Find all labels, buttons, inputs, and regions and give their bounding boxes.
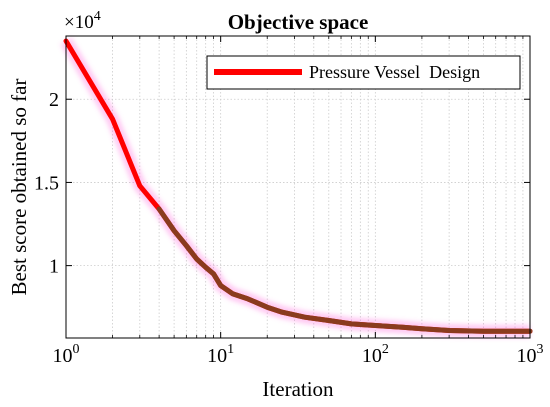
legend-label: Pressure Vessel Design xyxy=(309,62,480,82)
plot-frame xyxy=(65,35,531,339)
x-tick-label: 100 xyxy=(53,342,80,367)
x-tick-label: 101 xyxy=(207,342,234,367)
y-multiplier-exponent: 4 xyxy=(94,9,101,24)
series-lines xyxy=(63,38,533,334)
y-axis-label: Best score obtained so far xyxy=(7,79,31,296)
y-tick-label: 1.5 xyxy=(34,172,59,194)
y-tick-label: 2 xyxy=(49,89,59,111)
legend: Pressure Vessel Design xyxy=(206,55,521,90)
x-tick-label: 103 xyxy=(517,342,544,367)
chart-title: Objective space xyxy=(228,10,369,34)
series-line-overlay xyxy=(156,206,533,334)
axes: 100 101 102 103 1 1.5 2 xyxy=(34,35,544,367)
y-multiplier-base: ×10 xyxy=(64,12,94,33)
x-axis-label: Iteration xyxy=(262,377,334,401)
y-multiplier: ×104 xyxy=(64,9,101,33)
y-tick-label: 1 xyxy=(49,256,59,278)
x-tick-label: 102 xyxy=(362,342,389,367)
